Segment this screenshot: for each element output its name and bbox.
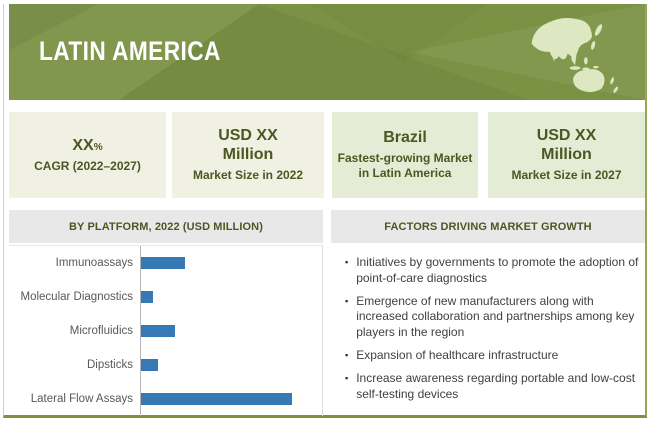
chart-category-label: Immunoassays — [55, 257, 133, 269]
chart-column: BY PLATFORM, 2022 (USD MILLION) Immunoas… — [9, 210, 323, 416]
chart-row: Molecular Diagnostics — [9, 280, 322, 314]
stat-value: USD XX Million — [536, 127, 597, 164]
stat-value: Brazil — [383, 129, 427, 147]
stat-label: Market Size in 2027 — [511, 168, 622, 183]
stats-row: XX% CAGR (2022–2027) USD XX Million Mark… — [9, 112, 645, 198]
chart-bar-track — [140, 280, 322, 314]
stat-box-cagr: XX% CAGR (2022–2027) — [9, 112, 166, 198]
main-row: BY PLATFORM, 2022 (USD MILLION) Immunoas… — [9, 210, 645, 416]
chart-bar — [141, 257, 186, 269]
chart-category-label: Microfluidics — [69, 325, 133, 337]
factors-column: FACTORS DRIVING MARKET GROWTH ▪ Initiativ… — [331, 210, 645, 416]
stat-label: CAGR (2022–2027) — [34, 158, 141, 173]
infographic-card: LATIN AMERICA XX% CAGR (202 — [3, 4, 647, 418]
bullet-square-icon: ▪ — [345, 372, 349, 383]
chart-bar — [141, 325, 176, 337]
asia-pacific-map-icon — [531, 17, 619, 93]
factor-text: Emergence of new manufacturers along wit… — [356, 293, 635, 340]
stat-value-suffix: % — [93, 141, 103, 153]
chart-row: Lateral Flow Assays — [9, 382, 322, 416]
chart-bar — [141, 291, 154, 303]
factor-text: Initiatives by governments to promote th… — [356, 255, 639, 285]
chart-bar-track — [140, 348, 322, 382]
stat-value: XX% — [72, 136, 103, 154]
chart-bar — [141, 359, 158, 371]
chart-category-label: Dipsticks — [86, 359, 133, 371]
factor-item: ▪ Increase awareness regarding portable a… — [345, 371, 641, 403]
stat-box-market-size-2022: USD XX Million Market Size in 2022 — [172, 112, 324, 198]
factor-text: Increase awareness regarding portable an… — [356, 370, 636, 401]
bar-chart-rows: Immunoassays Molecular Diagnostics Microfl… — [9, 246, 322, 416]
stat-label: Market Size in 2022 — [192, 168, 304, 183]
chart-bar — [141, 393, 292, 405]
chart-category-label: Molecular Diagnostics — [20, 291, 134, 303]
chart-row: Dipsticks — [9, 348, 322, 382]
bullet-square-icon: ▪ — [345, 295, 349, 306]
bullet-square-icon: ▪ — [345, 257, 349, 267]
stat-label: Fastest-growing Market in Latin America — [337, 151, 473, 180]
chart-bar-track — [140, 314, 322, 348]
chart-section-header: BY PLATFORM, 2022 (USD MILLION) — [9, 210, 323, 243]
chart-row: Microfluidics — [9, 314, 322, 348]
stat-box-market-size-2027: USD XX Million Market Size in 2027 — [488, 112, 645, 198]
stat-value: USD XX Million — [218, 127, 278, 164]
region-banner: LATIN AMERICA — [9, 4, 645, 100]
factor-text: Expansion of healthcare infrastructure — [356, 348, 559, 363]
bullet-square-icon: ▪ — [345, 350, 349, 361]
factor-item: ▪ Expansion of healthcare infrastructure — [345, 348, 641, 364]
page-title: LATIN AMERICA — [39, 36, 221, 66]
factor-item: ▪ Emergence of new manufacturers along wi… — [345, 294, 641, 341]
chart-category-label: Lateral Flow Assays — [30, 393, 133, 405]
factors-section-header: FACTORS DRIVING MARKET GROWTH — [331, 210, 645, 243]
chart-bar-track — [140, 382, 322, 416]
bar-chart: Immunoassays Molecular Diagnostics Microfl… — [9, 245, 323, 416]
chart-row: Immunoassays — [9, 246, 322, 280]
factors-list: ▪ Initiatives by governments to promote t… — [331, 243, 645, 403]
chart-bar-track — [140, 246, 322, 280]
stat-box-fastest-growing: Brazil Fastest-growing Market in Latin A… — [332, 112, 478, 198]
factor-item: ▪ Initiatives by governments to promote t… — [345, 255, 641, 287]
card-content: XX% CAGR (2022–2027) USD XX Million Mark… — [9, 112, 645, 416]
